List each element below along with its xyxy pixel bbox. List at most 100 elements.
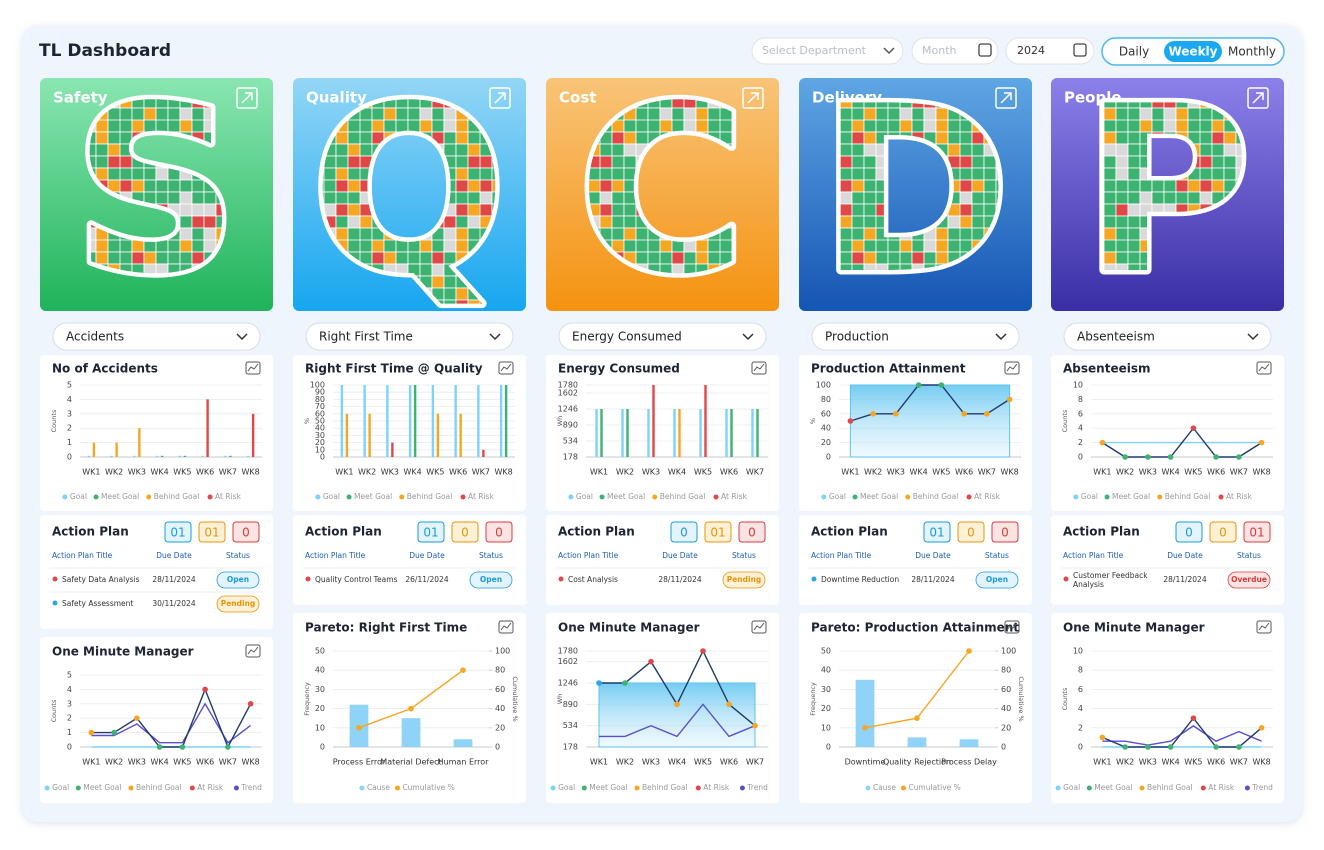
legend-label: At Risk — [703, 783, 730, 792]
bar — [699, 409, 702, 457]
x-tick-label: Downtime — [845, 758, 886, 767]
y2-tick-label: 80 — [1001, 666, 1011, 675]
chart-icon[interactable] — [498, 620, 514, 634]
pillar-card[interactable] — [293, 78, 526, 311]
chart-icon[interactable] — [751, 361, 767, 375]
status-pill[interactable] — [216, 571, 260, 589]
department-select[interactable] — [751, 37, 904, 65]
open-icon[interactable] — [489, 87, 511, 109]
status-pill[interactable] — [469, 571, 513, 589]
legend-swatch — [44, 785, 50, 791]
y-tick-label: 6 — [1078, 409, 1083, 418]
metric-select[interactable] — [305, 322, 514, 351]
x-tick-label: WK1 — [82, 758, 100, 767]
area — [849, 384, 1011, 458]
legend-label: Cause — [873, 783, 896, 792]
open-icon[interactable] — [742, 87, 764, 109]
count-box[interactable] — [1243, 521, 1271, 543]
pillar-card[interactable] — [799, 78, 1032, 311]
count-box[interactable] — [451, 521, 479, 543]
status-pill[interactable] — [216, 595, 260, 613]
chart-icon[interactable] — [245, 361, 261, 375]
y-axis-label: Counts — [50, 409, 58, 432]
y-tick-label: 534 — [563, 721, 578, 730]
count: 01 — [170, 526, 185, 540]
point — [1145, 744, 1151, 750]
open-icon[interactable] — [995, 87, 1017, 109]
legend-swatch — [739, 785, 745, 791]
tab[interactable]: Weekly — [1168, 45, 1217, 59]
month-picker[interactable] — [911, 37, 999, 65]
y-tick-label: 30 — [315, 685, 325, 694]
count-box[interactable] — [198, 521, 226, 543]
status-pill[interactable] — [1227, 571, 1271, 589]
count-box[interactable] — [485, 521, 513, 543]
y-tick-label: 178 — [563, 453, 578, 462]
metric-select[interactable] — [1063, 322, 1272, 351]
pillar-letter: Q — [311, 58, 507, 325]
y-axis-label: Frequency — [303, 682, 311, 716]
legend-swatch — [62, 494, 68, 500]
due-date: 30/11/2024 — [152, 599, 195, 608]
x-tick-label: WK8 — [242, 468, 260, 477]
pillar-card[interactable] — [1051, 78, 1284, 311]
count: 0 — [1219, 526, 1227, 540]
legend-label: Behind Goal — [1147, 783, 1193, 792]
pillar-letter: C — [578, 58, 747, 325]
count-box[interactable] — [670, 521, 698, 543]
y-tick-label: 2 — [1078, 723, 1083, 732]
bar — [391, 442, 394, 457]
count-box[interactable] — [704, 521, 732, 543]
metric-select[interactable] — [811, 322, 1020, 351]
count-box[interactable] — [957, 521, 985, 543]
count-box[interactable] — [417, 521, 445, 543]
y-tick-label: 8 — [1078, 666, 1083, 675]
legend-label: At Risk — [1226, 492, 1253, 501]
legend-swatch — [128, 785, 134, 791]
year-picker[interactable] — [1005, 37, 1095, 65]
count-box[interactable] — [164, 521, 192, 543]
status-pill[interactable] — [722, 571, 766, 589]
y-tick-label: 40 — [315, 424, 325, 433]
open-icon[interactable] — [236, 87, 258, 109]
pillar-name: Safety — [53, 89, 108, 107]
area — [598, 682, 756, 748]
column-header: Due Date — [156, 551, 192, 560]
y-tick-label: 4 — [1078, 704, 1083, 713]
count-box[interactable] — [923, 521, 951, 543]
chart-icon[interactable] — [498, 361, 514, 375]
calendar-icon — [978, 43, 992, 57]
pillar-card[interactable] — [546, 78, 779, 311]
y2-tick-label: 0 — [1001, 743, 1006, 752]
tab[interactable]: Daily — [1119, 45, 1149, 59]
count-box[interactable] — [738, 521, 766, 543]
count-box[interactable] — [1175, 521, 1203, 543]
legend-label: Behind Goal — [136, 783, 182, 792]
pillar-card[interactable] — [40, 78, 273, 311]
status-pill[interactable] — [975, 571, 1019, 589]
x-tick-label: WK6 — [955, 468, 973, 477]
bar — [408, 385, 412, 457]
chart-icon[interactable] — [1004, 361, 1020, 375]
due-date: 28/11/2024 — [1163, 575, 1206, 584]
count-box[interactable] — [991, 521, 1019, 543]
tab[interactable]: Monthly — [1228, 45, 1276, 59]
legend-swatch — [1200, 785, 1206, 791]
chart-icon[interactable] — [751, 620, 767, 634]
y-tick-label: 30 — [821, 685, 831, 694]
legend-label: Trend — [1251, 783, 1273, 792]
line-1: Customer Feedback — [1073, 571, 1148, 580]
metric-select[interactable] — [52, 322, 261, 351]
chart-icon[interactable] — [1256, 620, 1272, 634]
metric-select[interactable] — [558, 322, 767, 351]
chart-icon[interactable] — [1256, 361, 1272, 375]
count-box[interactable] — [1209, 521, 1237, 543]
chart-icon[interactable] — [1004, 620, 1020, 634]
count: 0 — [680, 526, 688, 540]
count-box[interactable] — [232, 521, 260, 543]
chart-icon[interactable] — [245, 644, 261, 658]
column-header: Action Plan Title — [305, 551, 366, 560]
legend-label: Meet Goal — [1094, 783, 1132, 792]
open-icon[interactable] — [1247, 87, 1269, 109]
